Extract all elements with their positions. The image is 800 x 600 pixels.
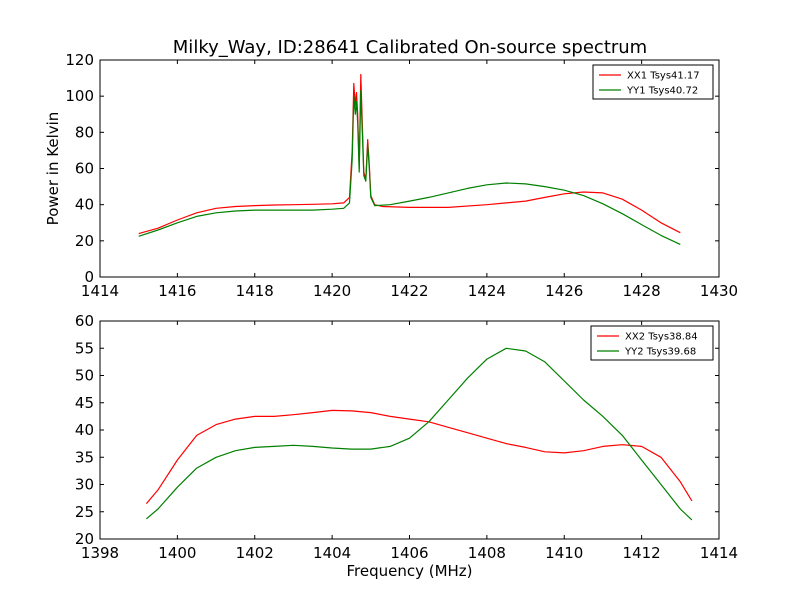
x-tick-label: 1402 [236,544,274,562]
x-tick-label: 1404 [313,544,351,562]
x-tick-label: 1424 [468,282,506,300]
y-tick-label: 45 [75,394,94,412]
bottom-plot-panel: 1398 1400 1402 1404 1406 1408 1410 1412 1414 20 25… [75,312,738,580]
y-tick-label: 80 [75,123,94,141]
y-tick-label: 30 [75,476,94,494]
x-tick-label: 1412 [623,544,661,562]
y-tick-label: 20 [75,232,94,250]
legend-box [592,64,714,100]
x-tick-label: 1400 [158,544,196,562]
x-tick-label: 1408 [468,544,506,562]
y-tick-label: 60 [75,160,94,178]
y-tick-label: 35 [75,448,94,466]
y-tick-label: 40 [75,421,94,439]
top-plot-panel: 1414 1416 1418 1420 1422 1424 1426 1428 1430 0 20 4… [44,51,738,300]
x-tick-label: 1414 [700,544,738,562]
y-tick-label: 40 [75,196,94,214]
x-tick-label: 1414 [81,282,119,300]
series-line-1-0 [145,409,693,504]
x-tick-label: 1426 [545,282,583,300]
x-tick-label: 1430 [700,282,738,300]
x-tick-label: 1416 [158,282,196,300]
y-tick-label: 100 [65,87,94,105]
legend-box [590,325,714,361]
x-axis-label: Frequency (MHz) [346,562,472,580]
chart-title: Milky_Way, ID:28641 Calibrated On-source… [173,37,647,58]
legend-entry: XX1 Tsys41.17 [627,71,700,82]
y-tick-label: 20 [75,530,94,548]
y-tick-label: 0 [84,268,94,286]
y-tick-label: 50 [75,367,94,385]
x-tick-label: 1418 [236,282,274,300]
y-tick-label: 25 [75,503,94,521]
y-axis-label: Power in Kelvin [44,112,62,226]
legend-entry: XX2 Tsys38.84 [625,332,698,343]
legend-entry: YY2 Tsys39.68 [624,347,696,358]
series-line-0-1 [138,90,681,245]
y-tick-label: 55 [75,339,94,357]
x-tick-label: 1420 [313,282,351,300]
y-tick-label: 120 [65,51,94,69]
x-tick-label: 1398 [81,544,119,562]
x-tick-label: 1422 [390,282,428,300]
x-tick-label: 1406 [390,544,428,562]
x-tick-label: 1410 [545,544,583,562]
series-line-1-1 [146,347,693,521]
legend-entry: YY1 Tsys40.72 [626,86,698,97]
y-tick-label: 60 [75,312,94,330]
x-tick-label: 1428 [623,282,661,300]
